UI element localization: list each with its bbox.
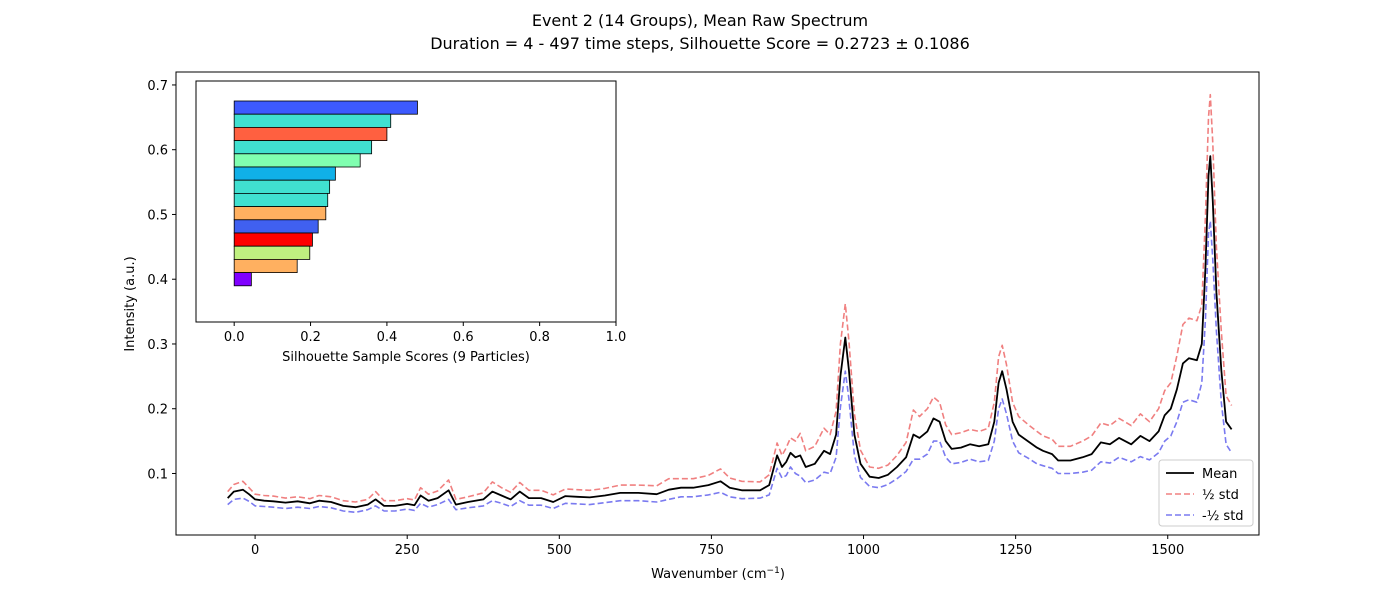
x-tick-label: 500 bbox=[547, 543, 572, 558]
legend: Mean ½ std -½ std bbox=[1158, 459, 1254, 527]
silhouette-bar bbox=[233, 206, 327, 221]
silhouette-bar bbox=[233, 100, 418, 115]
inset-x-axis-label: Silhouette Sample Scores (9 Particles) bbox=[282, 350, 530, 365]
y-axis-label: Intensity (a.u.) bbox=[123, 256, 138, 351]
silhouette-bar bbox=[233, 179, 331, 194]
silhouette-bar bbox=[233, 140, 373, 155]
legend-items: Mean ½ std -½ std bbox=[1166, 467, 1244, 524]
silhouette-bar bbox=[233, 245, 311, 260]
inset-x-tick-label: 1.0 bbox=[606, 330, 627, 345]
x-tick-label: 250 bbox=[395, 543, 420, 558]
y-tick-label: 0.7 bbox=[147, 79, 168, 94]
silhouette-bar bbox=[233, 127, 388, 142]
x-tick-label: 0 bbox=[251, 543, 259, 558]
legend-label: Mean bbox=[1202, 467, 1237, 482]
x-axis-ticks: 0 250 500 750 1000 1250 1500 bbox=[251, 535, 1184, 558]
inset-x-tick-label: 0.6 bbox=[453, 330, 474, 345]
inset-x-ticks: 0.0 0.2 0.4 0.6 0.8 1.0 bbox=[224, 322, 627, 345]
silhouette-bar bbox=[233, 219, 319, 234]
chart-title: Event 2 (14 Groups), Mean Raw Spectrum bbox=[532, 11, 868, 30]
y-tick-label: 0.3 bbox=[147, 338, 168, 353]
x-axis-label-superscript: −1 bbox=[767, 566, 780, 576]
inset-x-tick-label: 0.4 bbox=[377, 330, 398, 345]
silhouette-bar bbox=[233, 272, 252, 287]
y-tick-label: 0.4 bbox=[147, 273, 168, 288]
silhouette-bars bbox=[233, 100, 418, 287]
spectrum-series-group bbox=[227, 93, 1233, 514]
legend-label: -½ std bbox=[1202, 509, 1244, 524]
x-tick-label: 1000 bbox=[847, 543, 880, 558]
silhouette-inset: 0.0 0.2 0.4 0.6 0.8 1.0 Silhouette Sample Sco… bbox=[195, 80, 627, 365]
x-axis-label: Wavenumber (cm−1) bbox=[651, 566, 785, 582]
y-axis-ticks: 0.1 0.2 0.3 0.4 0.5 0.6 0.7 bbox=[147, 79, 176, 482]
silhouette-bar bbox=[233, 153, 361, 168]
x-axis-label-close: ) bbox=[780, 567, 785, 582]
silhouette-bar bbox=[233, 258, 298, 273]
series-line-minus-half-std bbox=[227, 220, 1233, 514]
legend-box bbox=[1158, 459, 1254, 527]
inset-x-tick-label: 0.0 bbox=[224, 330, 245, 345]
inset-x-tick-label: 0.8 bbox=[529, 330, 550, 345]
x-axis-label-text: Wavenumber (cm bbox=[651, 567, 766, 582]
silhouette-bar bbox=[233, 192, 329, 207]
x-tick-label: 1250 bbox=[999, 543, 1032, 558]
y-tick-label: 0.1 bbox=[147, 467, 168, 482]
chart-subtitle: Duration = 4 - 497 time steps, Silhouett… bbox=[430, 34, 970, 53]
silhouette-bar bbox=[233, 113, 392, 128]
y-tick-label: 0.2 bbox=[147, 403, 168, 418]
x-tick-label: 1500 bbox=[1151, 543, 1184, 558]
series-line-plus-half-std bbox=[227, 93, 1233, 503]
series-line-mean bbox=[227, 155, 1233, 509]
legend-label: ½ std bbox=[1202, 488, 1239, 503]
silhouette-bar bbox=[233, 166, 336, 181]
silhouette-bar bbox=[233, 232, 313, 247]
x-tick-label: 750 bbox=[699, 543, 724, 558]
y-tick-label: 0.5 bbox=[147, 208, 168, 223]
inset-x-tick-label: 0.2 bbox=[300, 330, 321, 345]
y-tick-label: 0.6 bbox=[147, 144, 168, 159]
